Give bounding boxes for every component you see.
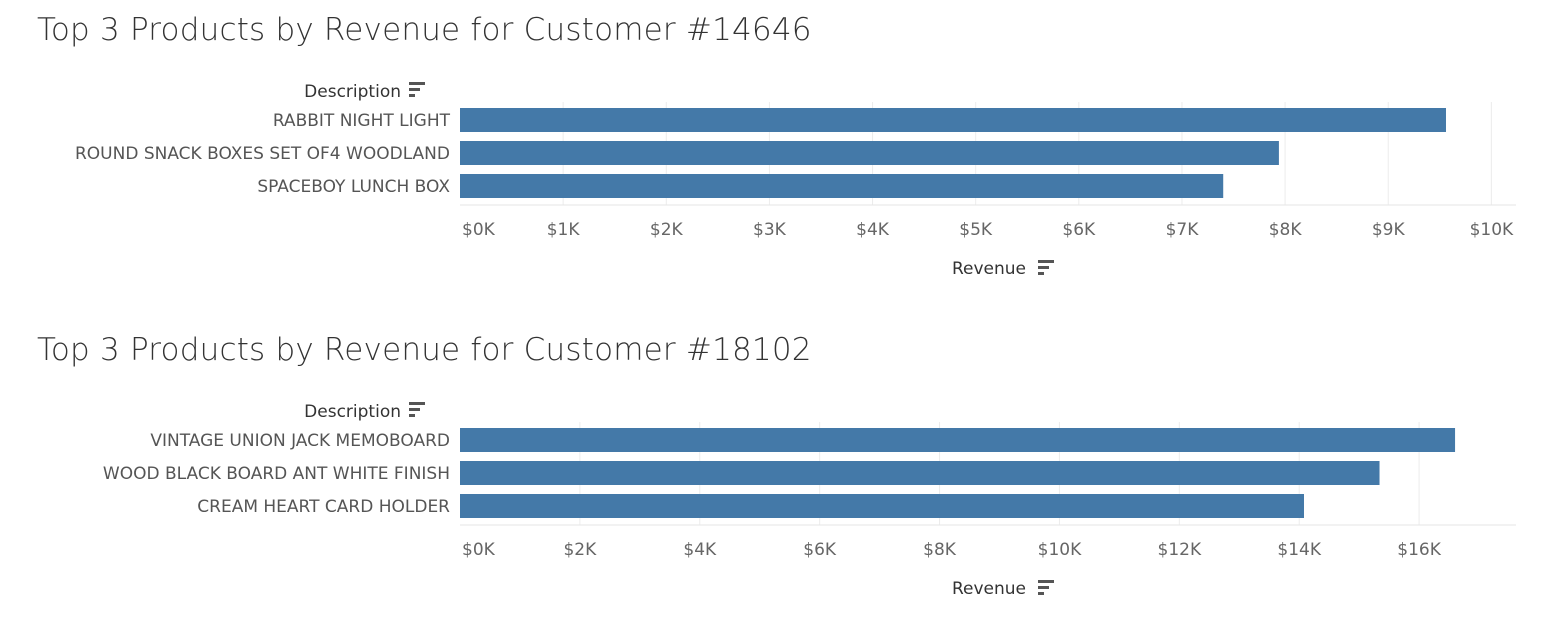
bar[interactable] (460, 174, 1224, 198)
tick-label: $8K (1269, 220, 1303, 240)
chart-title: Top 3 Products by Revenue for Customer #… (37, 332, 812, 368)
tick-label: $3K (753, 220, 787, 240)
bar-chart: Description VINTAGE UNION JACK MEMOBOARD W… (103, 402, 1516, 599)
category-label: VINTAGE UNION JACK MEMOBOARD (150, 431, 450, 451)
tick-label: $10K (1038, 540, 1082, 560)
chart-panel-customer-18102: Top 3 Products by Revenue for Customer #… (0, 320, 1555, 638)
chart-title: Top 3 Products by Revenue for Customer #… (37, 12, 812, 48)
bar[interactable] (460, 108, 1446, 132)
y-axis-title: Description (304, 402, 401, 422)
x-axis-title: Revenue (952, 259, 1026, 279)
tick-label: $4K (856, 220, 890, 240)
tick-label: $0K (462, 220, 496, 240)
tick-label: $7K (1166, 220, 1200, 240)
tick-label: $6K (803, 540, 837, 560)
tick-label: $16K (1397, 540, 1441, 560)
bar[interactable] (460, 428, 1456, 452)
tick-label: $2K (563, 540, 597, 560)
tick-label: $12K (1158, 540, 1202, 560)
category-label: ROUND SNACK BOXES SET OF4 WOODLAND (75, 144, 450, 164)
bar[interactable] (460, 141, 1279, 165)
bar-chart: Description RABBIT NIGHT LIGHT ROUND SNACK… (75, 82, 1516, 279)
sort-icon[interactable] (409, 402, 425, 417)
tick-label: $6K (1062, 220, 1096, 240)
tick-label: $4K (683, 540, 717, 560)
tick-label: $5K (959, 220, 993, 240)
tick-label: $2K (650, 220, 684, 240)
tick-label: $10K (1470, 220, 1514, 240)
bar[interactable] (460, 461, 1380, 485)
tick-label: $9K (1372, 220, 1406, 240)
tick-label: $14K (1277, 540, 1321, 560)
category-label: WOOD BLACK BOARD ANT WHITE FINISH (103, 464, 450, 484)
tick-label: $1K (547, 220, 581, 240)
sort-icon[interactable] (1038, 580, 1054, 595)
sort-icon[interactable] (409, 82, 425, 97)
x-axis-title: Revenue (952, 579, 1026, 599)
y-axis-title: Description (304, 82, 401, 102)
chart-panel-customer-14646: Top 3 Products by Revenue for Customer #… (0, 0, 1555, 318)
bar[interactable] (460, 494, 1304, 518)
sort-icon[interactable] (1038, 260, 1054, 275)
category-label: CREAM HEART CARD HOLDER (197, 497, 450, 517)
tick-label: $0K (462, 540, 496, 560)
tick-label: $8K (923, 540, 957, 560)
category-label: RABBIT NIGHT LIGHT (273, 111, 451, 131)
category-label: SPACEBOY LUNCH BOX (257, 177, 450, 197)
